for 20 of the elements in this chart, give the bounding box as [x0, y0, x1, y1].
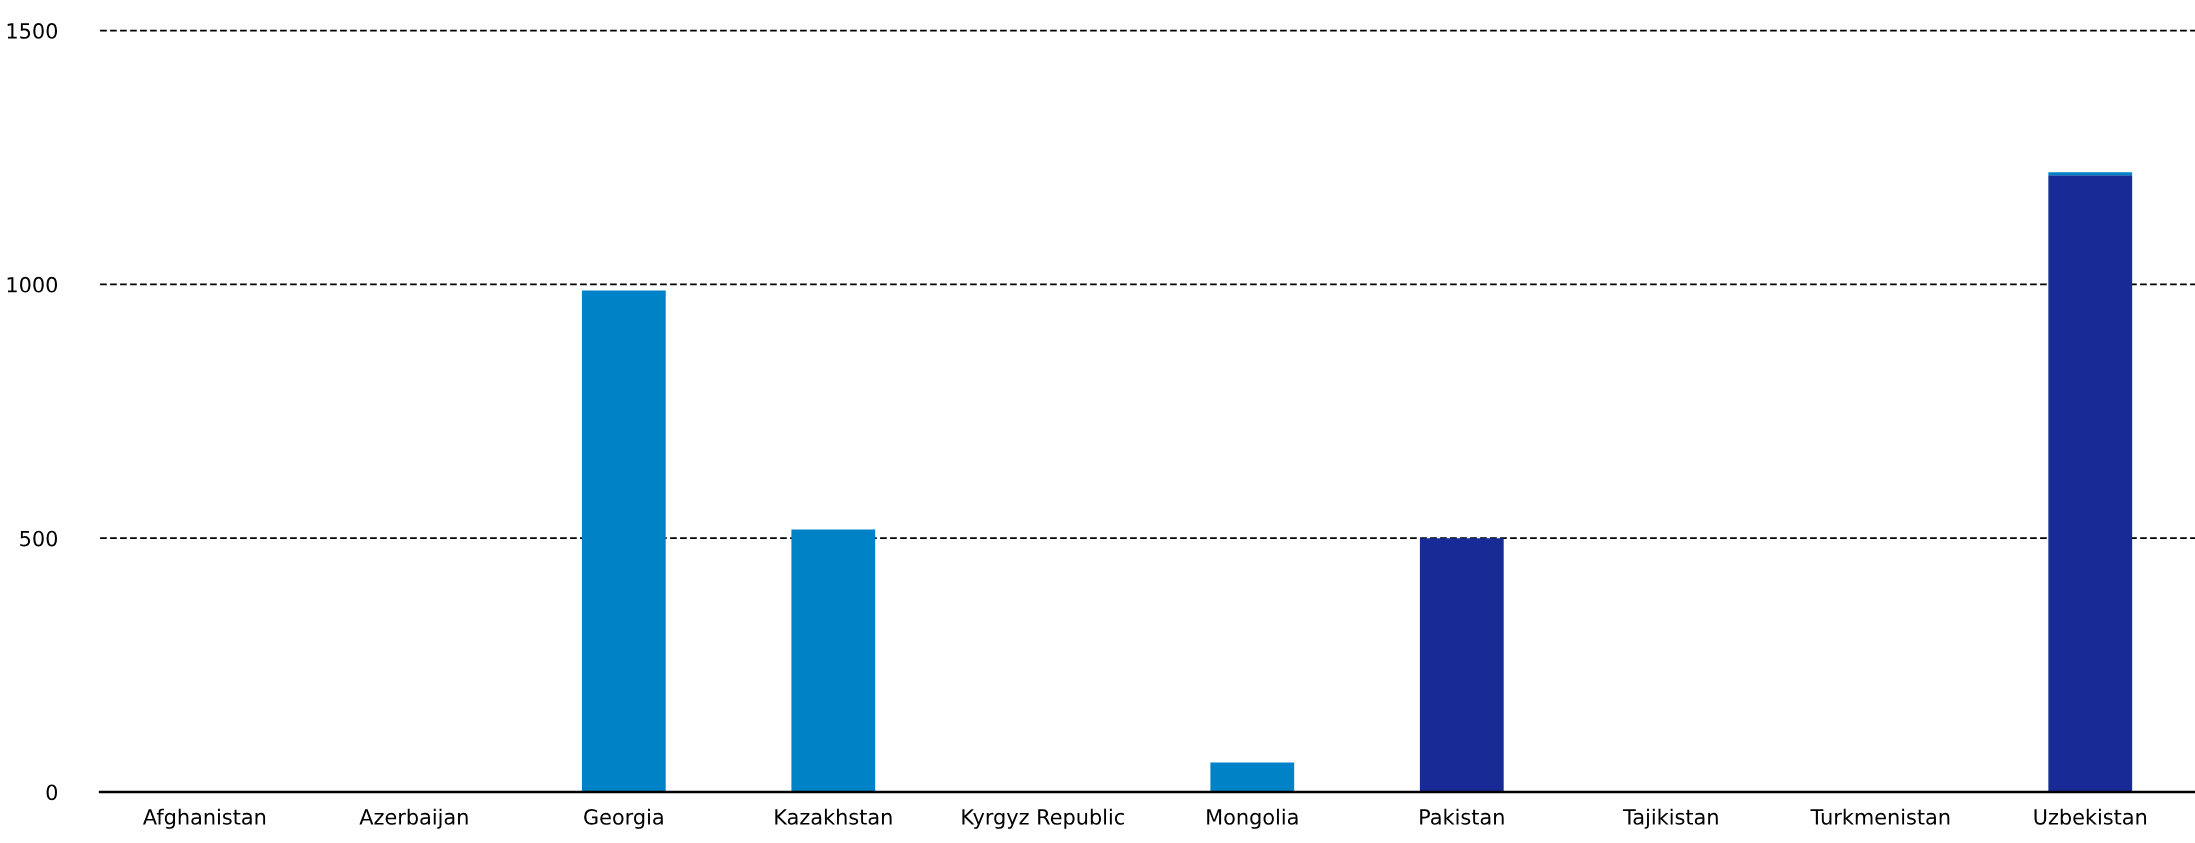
y-tick-label: 1000 [7, 276, 58, 293]
x-tick-label: Turkmenistan [1810, 808, 1950, 825]
x-tick-label: Kyrgyz Republic [962, 808, 1124, 829]
x-tick-label: Mongolia [1207, 808, 1298, 829]
bar [1419, 538, 1504, 792]
x-tick-label: Georgia [584, 808, 663, 829]
x-tick-label: Pakistan [1420, 808, 1504, 825]
bar [1210, 762, 1295, 792]
bar [581, 290, 666, 792]
x-tick-label: Kazakhstan [775, 808, 892, 825]
x-tick-label: Azerbaijan [359, 808, 468, 829]
bar [791, 529, 876, 792]
y-tick-label: 500 [20, 530, 58, 547]
x-tick-label: Afghanistan [143, 808, 266, 829]
bar [2048, 172, 2133, 176]
x-tick-label: Tajikistan [1622, 808, 1718, 829]
y-tick-label: 0 [46, 784, 58, 801]
y-tick-label: 1500 [7, 23, 58, 39]
x-tick-label: Uzbekistan [2034, 808, 2147, 825]
bar [2048, 175, 2133, 792]
